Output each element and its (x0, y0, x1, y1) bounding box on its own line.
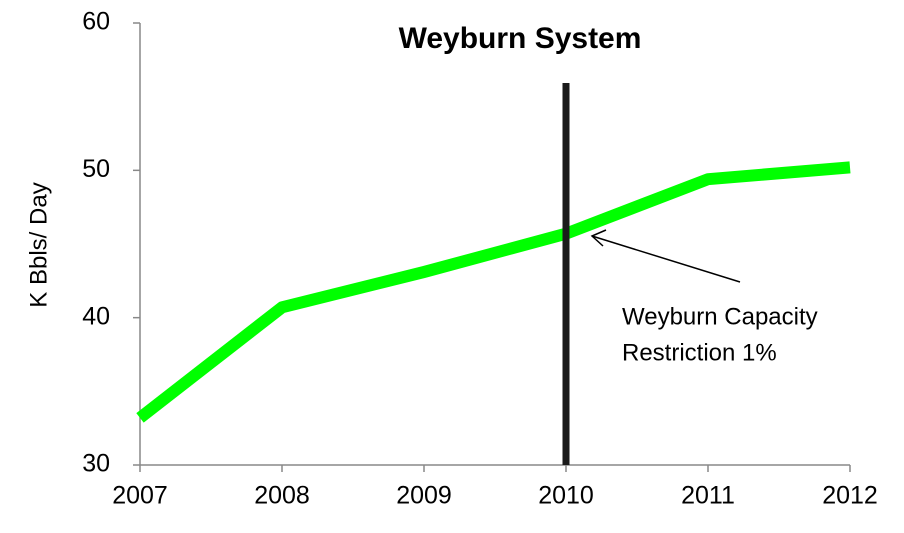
x-tick-label: 2012 (822, 482, 878, 510)
arrow-head (590, 229, 607, 247)
x-tick-label: 2011 (681, 482, 735, 510)
x-tick-label: 2009 (396, 482, 452, 510)
y-tick-label: 60 (82, 8, 110, 36)
chart-title: Weyburn System (399, 22, 642, 55)
x-tick-label: 2008 (254, 482, 310, 510)
annotation-text: Restriction 1% (622, 339, 777, 366)
x-tick-label: 2010 (538, 482, 594, 510)
annotation-text: Weyburn Capacity (622, 303, 818, 330)
line-series (136, 161, 851, 423)
y-tick-label: 40 (82, 302, 110, 330)
y-axis-label: K Bbls/ Day (25, 182, 52, 307)
y-tick-label: 30 (82, 450, 110, 478)
annotation-arrow (591, 235, 741, 283)
y-tick-label: 50 (82, 155, 110, 183)
x-tick-label: 2007 (112, 482, 168, 510)
